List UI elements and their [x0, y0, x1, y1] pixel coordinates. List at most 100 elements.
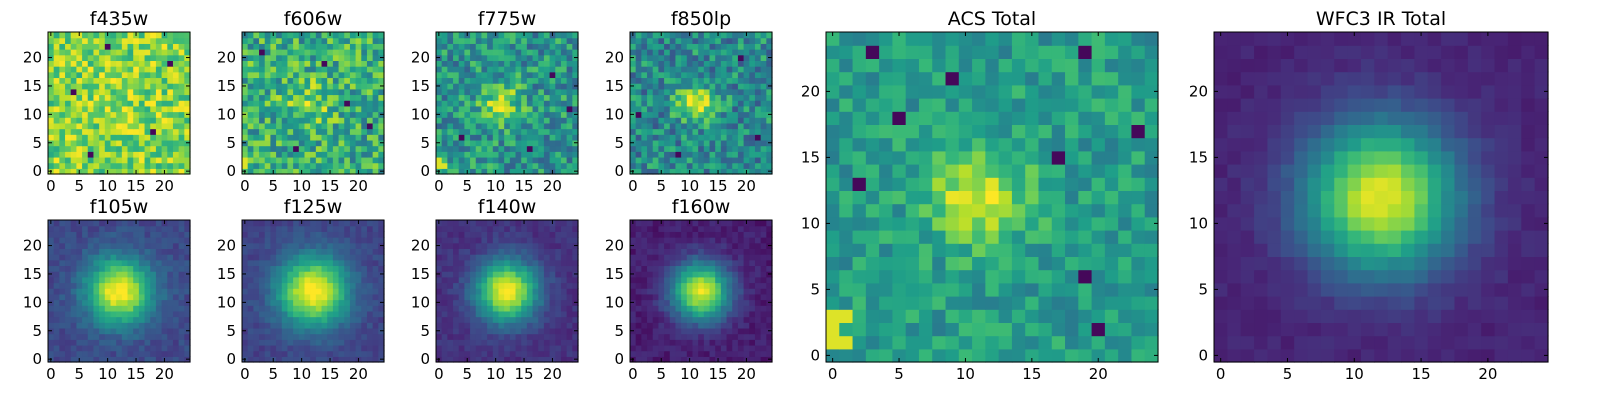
pixel: [487, 128, 494, 135]
pixel: [549, 350, 556, 357]
pixel: [338, 333, 345, 340]
pixel: [65, 282, 72, 289]
pixel: [184, 122, 191, 130]
pixel: [65, 305, 72, 312]
pixel: [93, 37, 100, 44]
pixel: [492, 71, 500, 79]
pixel: [167, 37, 174, 44]
pixel: [276, 117, 283, 124]
pixel: [253, 49, 260, 56]
pixel: [720, 356, 728, 363]
pixel: [59, 231, 66, 238]
pixel: [504, 66, 511, 73]
pixel: [703, 356, 711, 363]
pixel: [281, 88, 289, 96]
pixel: [82, 299, 89, 306]
pixel: [436, 288, 443, 295]
pixel: [150, 162, 157, 169]
pixel: [332, 168, 340, 175]
pixel: [509, 145, 517, 152]
pixel: [436, 162, 443, 169]
pixel: [315, 94, 323, 101]
pixel: [304, 310, 311, 318]
pixel: [127, 60, 134, 67]
pixel: [630, 293, 637, 301]
pixel: [150, 94, 157, 101]
pixel: [270, 322, 277, 329]
pixel: [664, 305, 671, 312]
pixel: [737, 49, 745, 56]
pixel: [264, 248, 271, 255]
pixel: [760, 333, 767, 340]
pixel: [366, 231, 374, 238]
pixel: [70, 344, 77, 352]
pixel: [760, 122, 767, 130]
pixel: [703, 322, 711, 329]
pixel: [70, 242, 77, 249]
axes-frame: [629, 31, 773, 175]
pixel: [310, 134, 317, 141]
pixel: [82, 162, 89, 169]
pixel: [293, 288, 300, 295]
pixel: [515, 37, 522, 44]
pixel: [99, 43, 106, 50]
pixel: [515, 111, 522, 118]
pixel: [538, 327, 545, 335]
pixel: [481, 139, 488, 147]
pixel: [709, 71, 716, 79]
pixel: [178, 139, 185, 147]
pixel: [436, 276, 443, 284]
pixel: [93, 356, 100, 363]
pixel: [372, 316, 379, 323]
pixel: [532, 71, 539, 79]
pixel: [133, 43, 140, 50]
y-tick-label: 0: [226, 162, 236, 180]
pixel: [641, 134, 648, 141]
pixel: [253, 288, 260, 295]
pixel: [560, 139, 568, 147]
pixel: [178, 32, 185, 39]
pixel: [686, 43, 694, 50]
pixel: [737, 151, 745, 158]
pixel: [560, 32, 568, 39]
pixel: [133, 94, 140, 101]
pixel: [572, 105, 579, 113]
pixel: [270, 276, 277, 284]
pixel: [150, 156, 157, 164]
pixel: [521, 94, 528, 101]
pixel: [53, 77, 60, 84]
pixel: [760, 88, 767, 96]
pixel: [349, 105, 357, 113]
pixel: [652, 339, 659, 346]
pixel: [720, 344, 728, 352]
pixel: [526, 282, 534, 289]
pixel: [664, 32, 671, 39]
pixel: [538, 220, 545, 227]
pixel: [630, 282, 637, 289]
pixel: [749, 88, 756, 96]
pixel: [276, 94, 283, 101]
pixel: [70, 162, 77, 169]
pixel: [464, 43, 471, 50]
pixel: [242, 122, 249, 130]
pixel: [361, 111, 368, 118]
pixel: [150, 293, 157, 301]
pixel: [560, 111, 568, 118]
pixel: [344, 316, 351, 323]
pixel: [441, 134, 448, 141]
pixel: [366, 71, 374, 79]
pixel: [675, 43, 682, 50]
pixel: [264, 94, 271, 101]
pixel: [521, 151, 528, 158]
pixel: [504, 77, 511, 84]
pixel: [127, 37, 134, 44]
pixel: [281, 122, 289, 130]
pixel: [349, 32, 357, 39]
pixel: [178, 105, 185, 113]
pixel: [327, 151, 334, 158]
pixel: [138, 168, 146, 175]
pixel: [458, 83, 465, 90]
pixel: [447, 77, 454, 84]
pixel: [259, 162, 266, 169]
pixel: [264, 305, 271, 312]
